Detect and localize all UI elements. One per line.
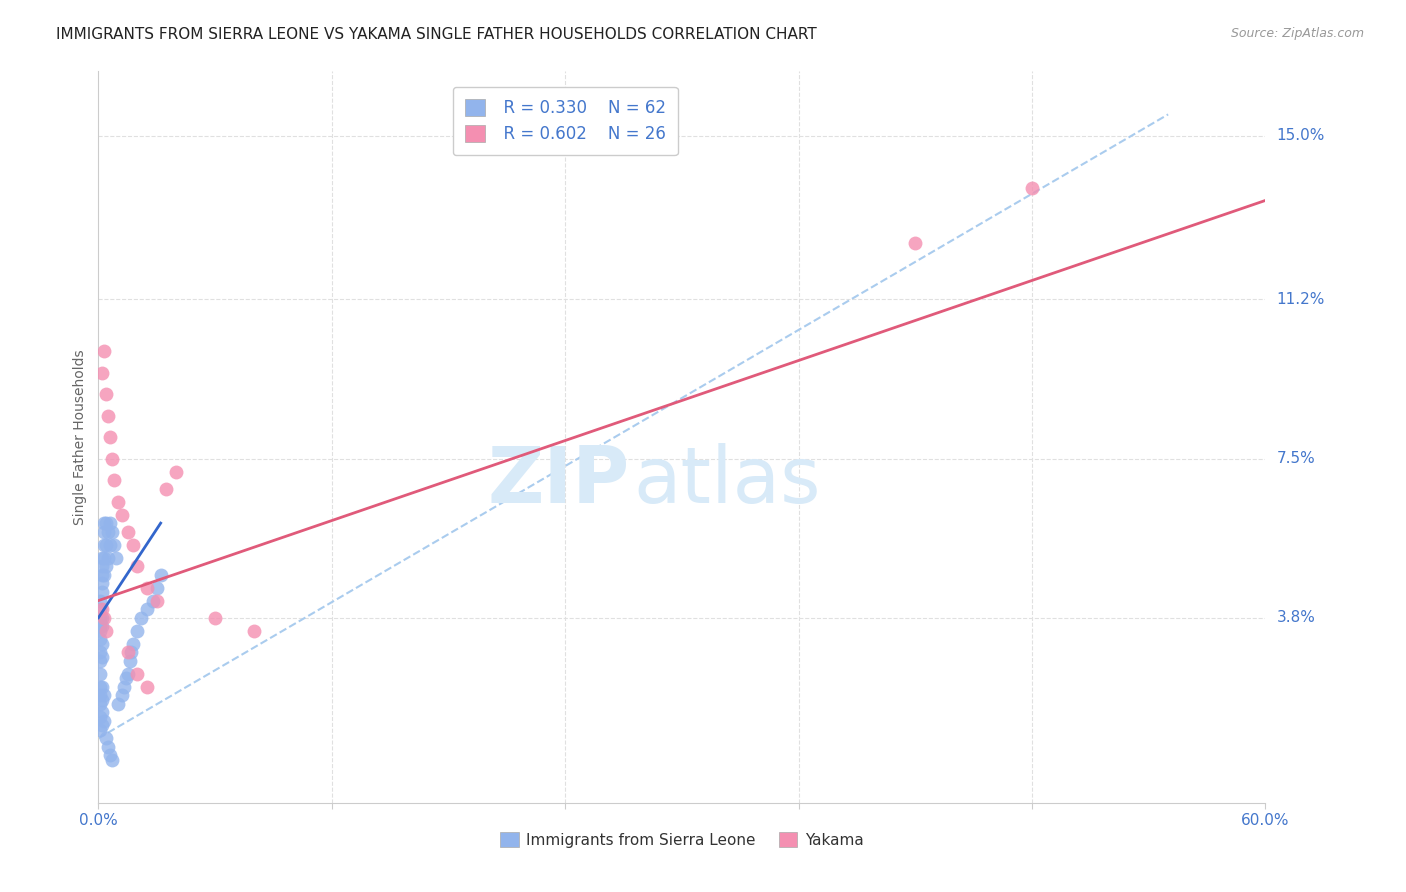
Point: [142, 593, 165, 607]
Point: [93, 344, 115, 359]
Point: [89, 593, 111, 607]
Point: [91, 692, 114, 706]
Point: [97, 739, 120, 754]
Point: [97, 524, 120, 539]
Point: [146, 581, 169, 595]
Point: [122, 538, 145, 552]
Point: [127, 559, 149, 574]
Point: [96, 624, 118, 638]
Point: [101, 451, 124, 466]
Point: [91, 680, 114, 694]
Point: [117, 645, 139, 659]
Point: [111, 688, 134, 702]
Point: [136, 680, 159, 694]
Point: [93, 538, 115, 552]
Point: [96, 516, 118, 530]
Point: [243, 624, 266, 638]
Point: [111, 508, 134, 522]
Point: [89, 710, 111, 724]
Point: [91, 559, 114, 574]
Text: 3.8%: 3.8%: [1277, 610, 1316, 625]
Point: [127, 666, 149, 681]
Point: [96, 731, 118, 746]
Point: [93, 550, 115, 565]
Point: [91, 576, 114, 591]
Point: [91, 619, 114, 633]
Point: [96, 559, 118, 574]
Point: [96, 538, 118, 552]
Point: [91, 611, 114, 625]
Point: [91, 567, 114, 582]
Legend: Immigrants from Sierra Leone, Yakama: Immigrants from Sierra Leone, Yakama: [495, 825, 869, 854]
Point: [93, 516, 115, 530]
Point: [98, 516, 121, 530]
Point: [97, 409, 120, 423]
Point: [136, 581, 159, 595]
Point: [91, 706, 114, 720]
Point: [91, 550, 114, 565]
Point: [89, 688, 111, 702]
Point: [89, 602, 111, 616]
Point: [93, 688, 115, 702]
Point: [118, 654, 141, 668]
Point: [89, 680, 111, 694]
Point: [101, 524, 124, 539]
Text: IMMIGRANTS FROM SIERRA LEONE VS YAKAMA SINGLE FATHER HOUSEHOLDS CORRELATION CHAR: IMMIGRANTS FROM SIERRA LEONE VS YAKAMA S…: [56, 27, 817, 42]
Point: [122, 637, 145, 651]
Point: [89, 654, 111, 668]
Point: [89, 619, 111, 633]
Point: [155, 482, 177, 496]
Point: [89, 723, 111, 737]
Y-axis label: Single Father Households: Single Father Households: [73, 350, 87, 524]
Point: [89, 632, 111, 647]
Point: [91, 649, 114, 664]
Point: [103, 538, 125, 552]
Point: [91, 637, 114, 651]
Point: [97, 550, 120, 565]
Point: [91, 602, 114, 616]
Point: [904, 236, 927, 251]
Point: [98, 748, 121, 763]
Point: [89, 666, 111, 681]
Point: [91, 366, 114, 380]
Point: [91, 718, 114, 732]
Point: [89, 624, 111, 638]
Text: ZIP: ZIP: [486, 443, 630, 519]
Point: [121, 645, 143, 659]
Point: [117, 524, 139, 539]
Point: [101, 753, 124, 767]
Point: [114, 671, 136, 685]
Point: [146, 593, 169, 607]
Point: [107, 697, 129, 711]
Point: [89, 645, 111, 659]
Text: 11.2%: 11.2%: [1277, 292, 1324, 307]
Point: [89, 697, 111, 711]
Point: [93, 567, 115, 582]
Point: [165, 465, 187, 479]
Point: [1021, 180, 1043, 194]
Point: [96, 387, 118, 401]
Text: Source: ZipAtlas.com: Source: ZipAtlas.com: [1230, 27, 1364, 40]
Point: [107, 494, 129, 508]
Point: [149, 567, 172, 582]
Point: [104, 550, 127, 565]
Point: [117, 666, 139, 681]
Point: [127, 624, 149, 638]
Point: [91, 585, 114, 599]
Point: [98, 538, 121, 552]
Point: [204, 611, 226, 625]
Text: 15.0%: 15.0%: [1277, 128, 1324, 144]
Point: [98, 430, 121, 444]
Point: [136, 602, 159, 616]
Point: [93, 714, 115, 728]
Text: 7.5%: 7.5%: [1277, 451, 1315, 467]
Text: atlas: atlas: [633, 443, 820, 519]
Point: [129, 611, 152, 625]
Point: [89, 611, 111, 625]
Point: [93, 611, 115, 625]
Point: [93, 524, 115, 539]
Point: [103, 473, 125, 487]
Point: [112, 680, 135, 694]
